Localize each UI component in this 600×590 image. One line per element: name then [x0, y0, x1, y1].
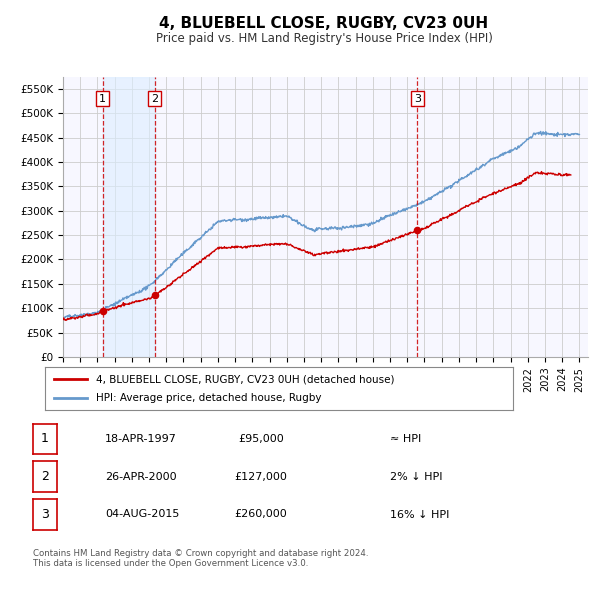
Point [98, 306, 107, 316]
Text: Price paid vs. HM Land Registry's House Price Index (HPI): Price paid vs. HM Land Registry's House … [155, 32, 493, 45]
Text: This data is licensed under the Open Government Licence v3.0.: This data is licensed under the Open Gov… [33, 559, 308, 568]
Text: £95,000: £95,000 [238, 434, 284, 444]
Text: £260,000: £260,000 [235, 510, 287, 519]
Text: 18-APR-1997: 18-APR-1997 [105, 434, 177, 444]
Text: Contains HM Land Registry data © Crown copyright and database right 2024.: Contains HM Land Registry data © Crown c… [33, 549, 368, 558]
Point [150, 290, 160, 300]
Text: 3: 3 [414, 94, 421, 104]
Text: 2: 2 [151, 94, 158, 104]
Text: 4, BLUEBELL CLOSE, RUGBY, CV23 0UH (detached house): 4, BLUEBELL CLOSE, RUGBY, CV23 0UH (deta… [97, 374, 395, 384]
Text: HPI: Average price, detached house, Rugby: HPI: Average price, detached house, Rugb… [97, 393, 322, 403]
Text: 16% ↓ HPI: 16% ↓ HPI [390, 510, 449, 519]
Text: 2: 2 [41, 470, 49, 483]
Text: £127,000: £127,000 [235, 472, 287, 481]
Point [413, 225, 422, 235]
Text: 1: 1 [99, 94, 106, 104]
Bar [103, 77, 155, 357]
Text: 3: 3 [41, 508, 49, 521]
Text: 2% ↓ HPI: 2% ↓ HPI [390, 472, 443, 481]
Text: ≈ HPI: ≈ HPI [390, 434, 421, 444]
Text: 04-AUG-2015: 04-AUG-2015 [105, 510, 179, 519]
Text: 1: 1 [41, 432, 49, 445]
Text: 26-APR-2000: 26-APR-2000 [105, 472, 176, 481]
Text: 4, BLUEBELL CLOSE, RUGBY, CV23 0UH: 4, BLUEBELL CLOSE, RUGBY, CV23 0UH [160, 16, 488, 31]
